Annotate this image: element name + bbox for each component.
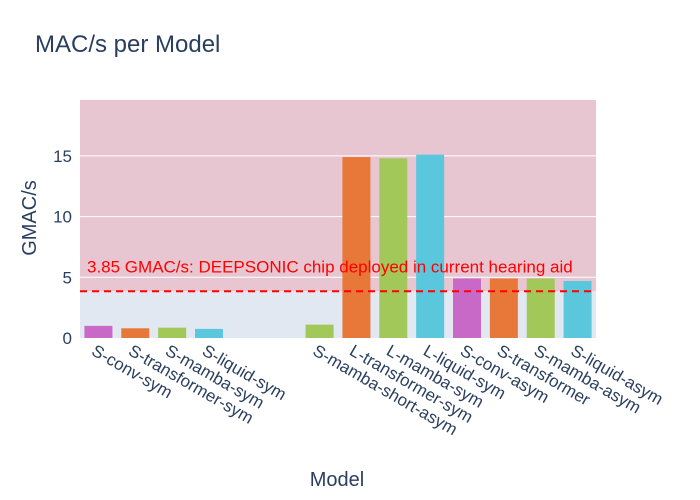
y-tick-label: 15 <box>53 147 72 166</box>
region-above-threshold <box>80 100 596 292</box>
bar <box>379 158 408 338</box>
plot-area: 051015S-conv-symS-transformer-symS-mamba… <box>53 100 666 439</box>
bar <box>158 327 187 338</box>
y-tick-label: 0 <box>63 329 72 348</box>
bar <box>305 324 334 338</box>
bar <box>526 278 555 338</box>
bar <box>194 328 224 338</box>
y-tick-label: 10 <box>53 208 72 227</box>
bar <box>121 328 150 338</box>
x-axis-title: Model <box>310 469 364 491</box>
bar <box>489 278 518 338</box>
bar <box>452 278 482 338</box>
y-axis-title: GMAC/s <box>19 180 41 256</box>
threshold-annotation: 3.85 GMAC/s: DEEPSONIC chip deployed in … <box>87 257 573 276</box>
bar <box>416 154 445 338</box>
bar <box>563 280 592 338</box>
region-below-threshold <box>80 291 596 338</box>
bar <box>342 157 371 338</box>
y-tick-label: 5 <box>63 268 72 287</box>
bar <box>84 325 113 338</box>
chart-title: MAC/s per Model <box>35 31 220 58</box>
